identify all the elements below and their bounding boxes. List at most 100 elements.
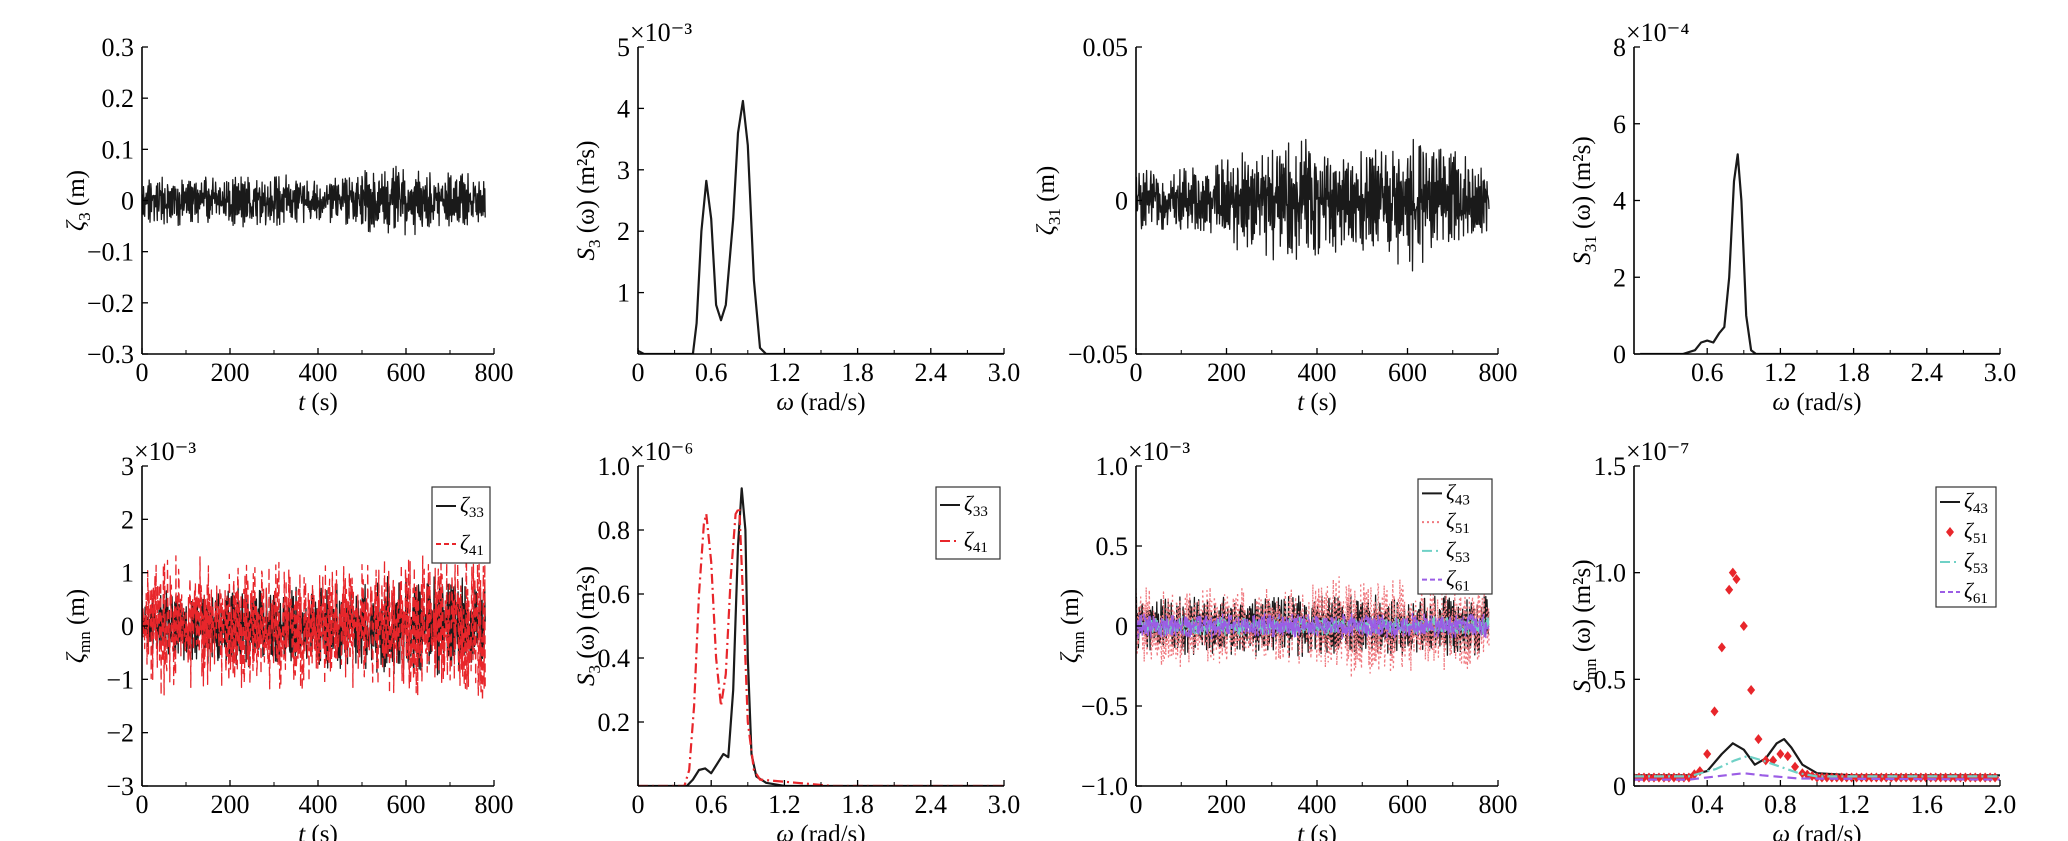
y-tick-label: 1.0 — [598, 452, 631, 481]
x-tick-label: 3.0 — [988, 358, 1021, 387]
x-tick-label: 600 — [1388, 790, 1427, 819]
series-line-53 — [1634, 755, 2000, 778]
data-point — [1791, 761, 1800, 772]
x-tick-label: 1.2 — [768, 358, 801, 387]
legend-box — [1935, 486, 1997, 608]
x-tick-label: 2.0 — [1984, 790, 2017, 819]
legend-label: ζ51 — [1964, 518, 1988, 547]
x-tick-label: 800 — [1479, 790, 1518, 819]
x-axis-title: t (s) — [298, 821, 338, 841]
legend-label: ζ51 — [1446, 508, 1470, 537]
y-tick-label: −0.3 — [87, 340, 134, 369]
x-axis-title: t (s) — [298, 389, 338, 416]
series-line-0 — [1640, 153, 2000, 354]
y-tick-label: 1 — [617, 279, 630, 308]
x-tick-label: 0 — [1130, 790, 1143, 819]
x-tick-label: 800 — [475, 790, 514, 819]
series-line-51 — [1136, 576, 1490, 679]
chart-panel-6: 0 0.6 1.2 1.8 2.4 3.0 0.2 0.4 0.6 0.8 1.0×10⁻⁶ ω (r… — [573, 437, 1020, 841]
x-tick-label: 400 — [1298, 358, 1337, 387]
x-tick-label: 600 — [387, 790, 426, 819]
axis-multiplier: ×10⁻⁶ — [630, 437, 693, 466]
axis-multiplier: ×10⁻³ — [134, 437, 196, 466]
x-axis-title: ω (rad/s) — [776, 821, 865, 841]
y-tick-label: 3 — [617, 156, 630, 185]
x-tick-label: 200 — [211, 358, 250, 387]
y-tick-label: −3 — [106, 772, 134, 801]
y-axis-title: ζ3 (m) — [63, 170, 94, 231]
chart-panel-2: 0 0.6 1.2 1.8 2.4 3.0 1 2 3 4 5×10⁻³ ω (rad/s) S3 (ω… — [573, 18, 1020, 416]
x-tick-label: 400 — [1298, 790, 1337, 819]
axis-multiplier: ×10⁻⁷ — [1626, 437, 1689, 466]
data-point — [1862, 772, 1871, 783]
y-tick-label: 5 — [617, 33, 630, 62]
y-tick-label: 8 — [1613, 33, 1626, 62]
x-tick-label: 3.0 — [988, 790, 1021, 819]
data-point — [1783, 751, 1792, 762]
data-point — [1725, 584, 1734, 595]
x-tick-label: 2.4 — [915, 790, 948, 819]
series-line-0 — [1136, 138, 1490, 272]
chart-panel-7: 0 200 400 600 800 −1.0 −0.5 0 0.5 1.0×10⁻³ t (s) ζm… — [1057, 437, 1518, 841]
x-tick-label: 1.2 — [768, 790, 801, 819]
y-tick-label: −0.05 — [1068, 340, 1128, 369]
y-tick-label: 0 — [121, 187, 134, 216]
legend-label: ζ43 — [1964, 488, 1988, 517]
series-group — [1136, 138, 1490, 272]
y-tick-label: 1 — [121, 559, 134, 588]
y-tick-label: 1.0 — [1096, 452, 1129, 481]
data-point — [1739, 621, 1748, 631]
legend-label: ζ53 — [1964, 548, 1988, 577]
data-point — [1669, 772, 1678, 783]
y-tick-label: −0.2 — [87, 289, 134, 318]
x-tick-label: 800 — [475, 358, 514, 387]
series-group — [1136, 576, 1490, 679]
series-line-61 — [1136, 612, 1490, 640]
x-tick-label: 1.8 — [1837, 358, 1870, 387]
x-axis-title: ω (rad/s) — [1772, 389, 1861, 416]
y-tick-label: 0.2 — [598, 708, 631, 737]
y-axis-title: S3 (ω) (m²s) — [573, 566, 604, 686]
series-group — [1640, 153, 2000, 354]
x-tick-label: 200 — [1207, 358, 1246, 387]
series-line-41 — [638, 506, 1004, 786]
legend-label: ζ61 — [1446, 566, 1470, 595]
y-tick-label: 0 — [121, 612, 134, 641]
y-tick-label: 0 — [1613, 340, 1626, 369]
legend-label: ζ53 — [1446, 537, 1470, 566]
data-point — [1761, 755, 1770, 766]
x-tick-label: 400 — [299, 790, 338, 819]
legend-label: ζ33 — [460, 492, 484, 521]
series-group — [1634, 567, 2000, 783]
x-tick-label: 1.8 — [841, 358, 874, 387]
legend-label: ζ43 — [1446, 479, 1470, 508]
x-tick-label: 400 — [299, 358, 338, 387]
x-tick-label: 0 — [1130, 358, 1143, 387]
legend-label: ζ33 — [964, 491, 988, 520]
y-tick-label: 0.3 — [102, 33, 135, 62]
x-tick-label: 0 — [632, 358, 645, 387]
y-axis-title: S31 (ω) (m²s) — [1569, 136, 1600, 264]
y-tick-label: 0.05 — [1083, 33, 1129, 62]
chart-panel-1: 0 200 400 600 800 −0.3 −0.2 −0.1 0 0.1 0.2 0.3 t (s)… — [63, 33, 514, 416]
data-point — [1747, 685, 1756, 695]
y-tick-label: 0.4 — [598, 644, 631, 673]
data-point — [1732, 574, 1741, 585]
series-group — [142, 554, 486, 702]
y-axis-title: S3 (ω) (m²s) — [573, 141, 604, 261]
chart-panel-5: 0 200 400 600 800 −3 −2 −1 0 1 2 3×10⁻³ t (s) ζmn (m)… — [63, 437, 514, 841]
series-line-43 — [1634, 738, 2000, 777]
y-tick-label: −0.5 — [1081, 692, 1128, 721]
chart-panel-4: 0.6 1.2 1.8 2.4 3.0 0 2 4 6 8×10⁻⁴ ω (rad/s) S31 (ω… — [1569, 18, 2016, 416]
y-tick-label: 0.6 — [598, 580, 631, 609]
y-axis-title: ζmn (m) — [1057, 589, 1088, 663]
y-tick-label: 0.2 — [102, 84, 135, 113]
x-axis-title: ω (rad/s) — [776, 389, 865, 416]
series-line-0 — [142, 165, 486, 236]
y-tick-label: −2 — [106, 719, 134, 748]
